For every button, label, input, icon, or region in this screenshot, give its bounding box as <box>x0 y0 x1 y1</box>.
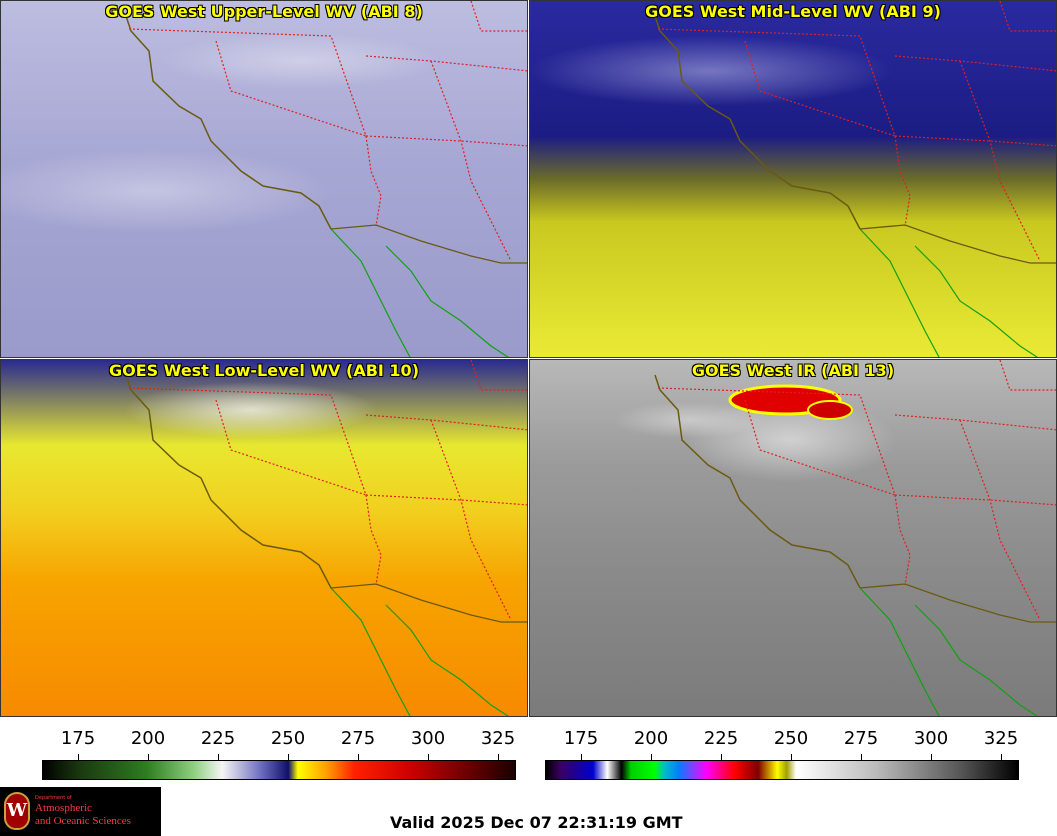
state-border <box>430 60 512 262</box>
map-overlay <box>654 1 1056 357</box>
us-coastline <box>654 15 861 230</box>
tick-mark <box>428 754 429 761</box>
valid-time: Valid 2025 Dec 07 22:31:19 GMT <box>390 813 683 832</box>
state-border <box>959 60 1041 262</box>
map-overlay <box>125 1 527 357</box>
logo-dept-text: Department of <box>35 795 72 801</box>
state-border <box>430 419 512 621</box>
state-border <box>365 55 527 72</box>
cold-cloud-top <box>807 400 853 420</box>
state-border <box>894 55 1056 72</box>
tick-mark <box>148 754 149 761</box>
panel-title: GOES West Upper-Level WV (ABI 8) <box>105 2 423 21</box>
intl-border <box>330 583 527 623</box>
tick-mark <box>218 754 219 761</box>
logo-name-line1: Atmospheric <box>35 802 92 814</box>
state-border <box>894 494 1056 506</box>
baja-coast <box>914 604 1039 716</box>
tick-label: 175 <box>563 728 599 749</box>
panel-upper-level-wv: GOES West Upper-Level WV (ABI 8) <box>0 0 528 358</box>
tick-mark <box>78 754 79 761</box>
tick-label: 275 <box>340 728 376 749</box>
state-border <box>744 399 896 496</box>
state-border <box>128 387 382 586</box>
intl-border <box>330 224 527 264</box>
us-coastline <box>654 374 861 589</box>
tick-mark <box>931 754 932 761</box>
state-border <box>215 399 367 496</box>
logo-name-line2: and Oceanic Sciences <box>35 815 131 827</box>
us-coastline <box>125 374 332 589</box>
tick-label: 200 <box>130 728 166 749</box>
baja-coast <box>385 604 510 716</box>
state-border <box>744 40 896 137</box>
state-border <box>657 28 911 227</box>
tick-mark <box>791 754 792 761</box>
tick-label: 175 <box>60 728 96 749</box>
panel-title: GOES West Mid-Level WV (ABI 9) <box>645 2 941 21</box>
mexico-coastline <box>859 228 940 357</box>
wv-colorbar-ticks: 175 200 225 250 275 300 325 <box>42 728 516 762</box>
aos-logo: W Department of Atmospheric and Oceanic … <box>0 787 161 836</box>
mexico-coastline <box>859 587 940 716</box>
state-border <box>365 135 527 147</box>
intl-border <box>859 583 1056 623</box>
intl-border <box>859 224 1056 264</box>
tick-mark <box>1001 754 1002 761</box>
state-border <box>365 414 527 431</box>
mexico-coastline <box>330 587 411 716</box>
us-coastline <box>125 15 332 230</box>
tick-mark <box>861 754 862 761</box>
tick-mark <box>358 754 359 761</box>
map-overlay <box>125 360 527 716</box>
tick-mark <box>288 754 289 761</box>
tick-mark <box>651 754 652 761</box>
baja-coast <box>914 245 1039 357</box>
mexico-coastline <box>330 228 411 357</box>
tick-mark <box>721 754 722 761</box>
tick-label: 250 <box>270 728 306 749</box>
state-border <box>215 40 367 137</box>
tick-label: 200 <box>633 728 669 749</box>
state-border <box>128 28 382 227</box>
state-border <box>894 135 1056 147</box>
map-overlay <box>654 360 1056 716</box>
ir-colorbar <box>545 760 1019 780</box>
wv-colorbar <box>42 760 516 780</box>
tick-label: 325 <box>983 728 1019 749</box>
tick-label: 300 <box>410 728 446 749</box>
ir-colorbar-ticks: 175 200 225 250 275 300 325 <box>545 728 1019 762</box>
state-border <box>894 414 1056 431</box>
panel-mid-level-wv: GOES West Mid-Level WV (ABI 9) <box>529 0 1057 358</box>
tick-mark <box>581 754 582 761</box>
state-border <box>657 387 911 586</box>
tick-mark <box>498 754 499 761</box>
tick-label: 250 <box>773 728 809 749</box>
panel-title: GOES West Low-Level WV (ABI 10) <box>108 361 419 380</box>
tick-label: 300 <box>913 728 949 749</box>
state-border <box>959 419 1041 621</box>
tick-label: 275 <box>843 728 879 749</box>
tick-label: 325 <box>480 728 516 749</box>
panel-ir: GOES West IR (ABI 13) <box>529 359 1057 717</box>
state-border <box>365 494 527 506</box>
tick-label: 225 <box>703 728 739 749</box>
panel-low-level-wv: GOES West Low-Level WV (ABI 10) <box>0 359 528 717</box>
baja-coast <box>385 245 510 357</box>
uw-crest-icon: W <box>4 792 30 830</box>
panel-title: GOES West IR (ABI 13) <box>691 361 895 380</box>
tick-label: 225 <box>200 728 236 749</box>
